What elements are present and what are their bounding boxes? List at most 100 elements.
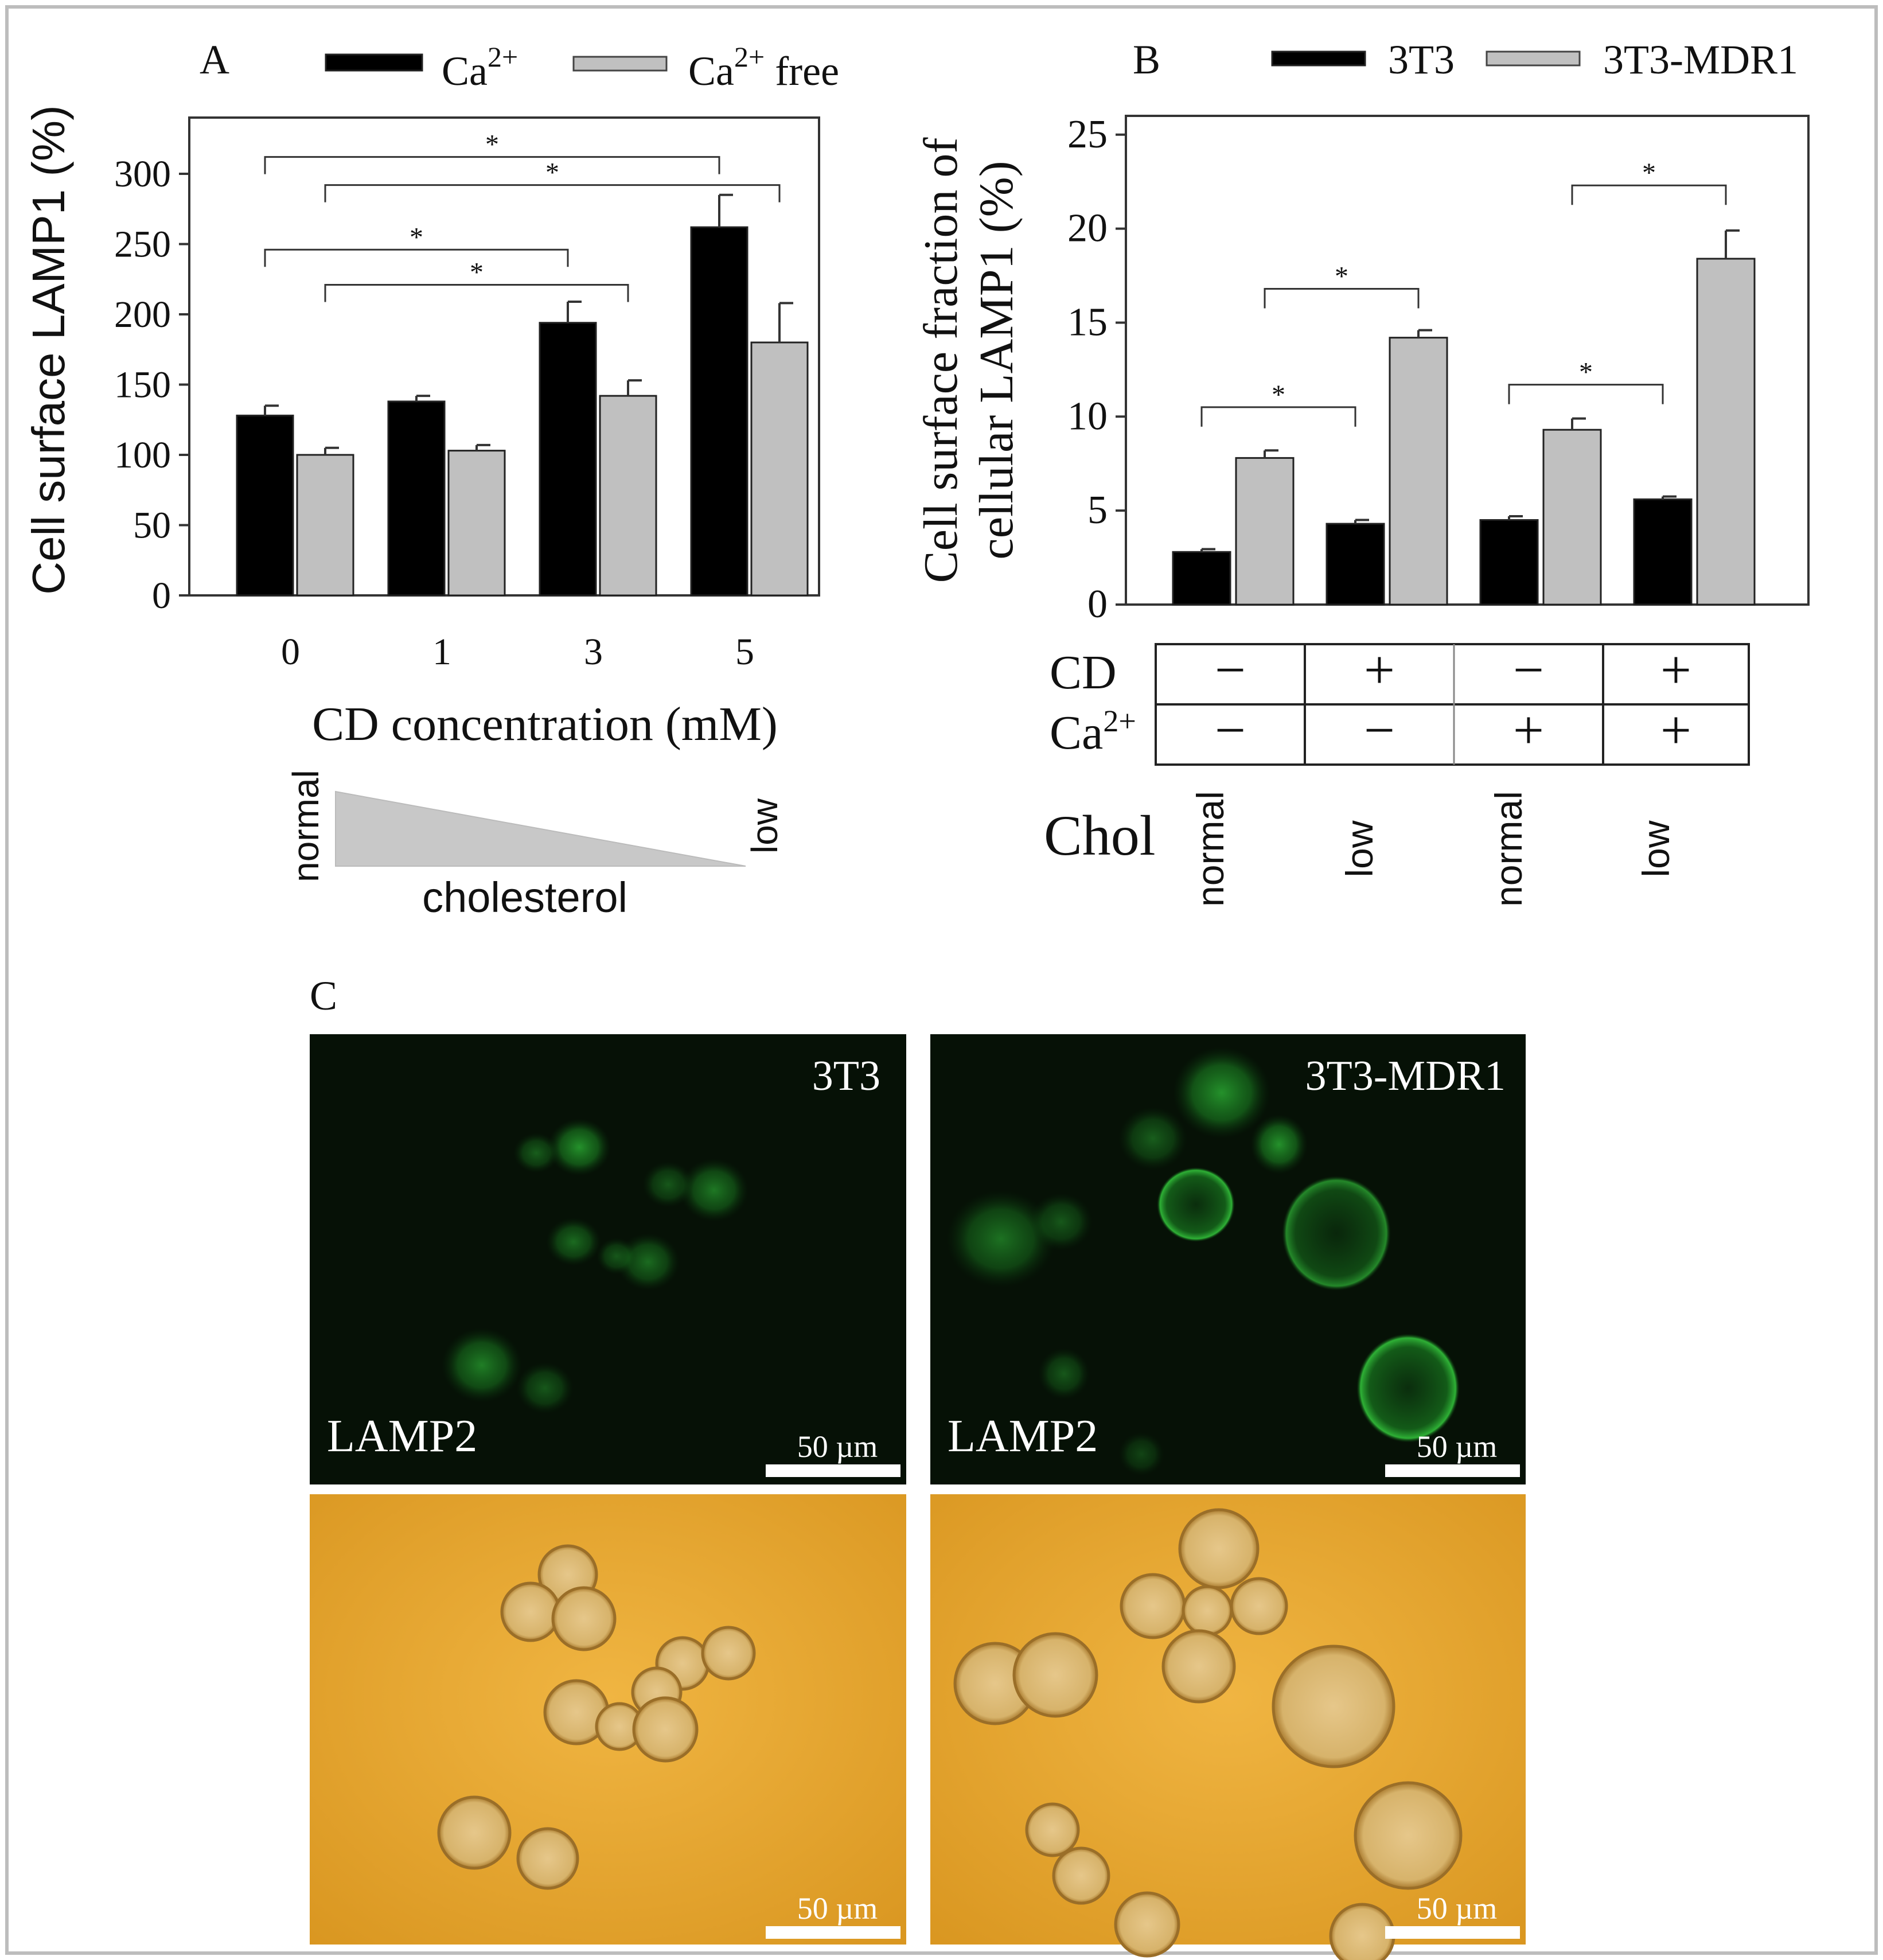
significance-bracket — [1571, 184, 1727, 205]
fluorescent-cell — [642, 1162, 694, 1207]
panel-b-conditions-table: CD Ca2+ − + − +− − + + — [1050, 639, 1750, 766]
panel-a-significance: * * * * — [264, 130, 781, 302]
panel-a-y-axis: 0 50 100 150 200 250 300 — [114, 153, 189, 617]
fluorescent-cell — [1356, 1334, 1460, 1443]
bar — [750, 341, 809, 597]
conditions-table-cell: − — [1513, 639, 1544, 700]
cholesterol-normal-label: normal — [285, 770, 326, 882]
brightfield-cell — [1025, 1802, 1080, 1857]
brightfield-cell — [632, 1696, 699, 1763]
fluorescence-title-3t3-mdr1: 3T3-MDR1 — [1305, 1053, 1506, 1100]
fluorescence-image-3t3: 3T3 LAMP2 50 µm — [310, 1034, 906, 1484]
panel-a-legend: Ca2+ Ca2+ free — [325, 41, 839, 94]
chol-label: Chol — [1044, 804, 1155, 867]
fluorescent-cell — [513, 1133, 559, 1173]
panel-a-letter: A — [200, 37, 229, 83]
fluorescent-cell — [442, 1328, 522, 1402]
significance-star: * — [1272, 380, 1285, 410]
stain-label: LAMP2 — [948, 1411, 1098, 1462]
bar — [447, 450, 506, 597]
significance-bracket — [324, 184, 781, 202]
bar — [296, 454, 354, 597]
chol-level-label: normal — [1487, 791, 1530, 907]
brightfield-cell — [1230, 1577, 1288, 1635]
significance-star: * — [545, 158, 559, 188]
brightfield-cell — [701, 1626, 756, 1681]
scale-bar — [1385, 1464, 1520, 1477]
panel-b-y-axis-label-line1: Cell surface fraction of — [914, 138, 968, 583]
brightfield-cell — [437, 1795, 512, 1870]
chol-level-label: normal — [1189, 791, 1231, 907]
significance-star: * — [410, 222, 423, 252]
significance-bracket — [324, 284, 629, 302]
brightfield-image-3t3-mdr1: 50 µm — [930, 1494, 1526, 1960]
bar — [387, 400, 446, 597]
brightfield-cell — [1354, 1781, 1463, 1890]
panel-c-letter: C — [310, 973, 337, 1019]
brightfield-cell — [551, 1586, 617, 1651]
panel-b-significance: * * * * — [1200, 158, 1727, 427]
panel-b-y-axis-label-line2: cellular LAMP1 (%) — [970, 161, 1023, 559]
scale-bar-label: 50 µm — [797, 1891, 878, 1926]
legend-label: 3T3 — [1388, 37, 1455, 83]
cholesterol-gradient-wedge — [335, 790, 746, 867]
conditions-table-cell: + — [1513, 699, 1544, 761]
panel-a-y-axis-label: Cell surface LAMP1 (%) — [23, 105, 74, 595]
conditions-table-cell: − — [1364, 699, 1395, 761]
panel-b-plot-frame — [1125, 115, 1810, 606]
x-tick-label: 3 — [584, 631, 603, 673]
panel-b-y-axis: 0 5 10 15 20 25 — [1067, 112, 1126, 626]
y-tick-label: 150 — [114, 364, 171, 406]
fluorescent-cell — [1250, 1115, 1308, 1174]
bar — [1633, 498, 1693, 606]
legend-label: Ca2+ free — [688, 41, 839, 94]
panel-b-chart: B 3T3 3T3-MDR1 0 5 10 15 20 25 * * * * Cell surfa… — [914, 37, 1810, 907]
fluorescence-title-3t3: 3T3 — [812, 1053, 880, 1100]
fluorescent-cell — [597, 1238, 637, 1275]
significance-star: * — [470, 258, 484, 288]
brightfield-cell — [1114, 1891, 1180, 1958]
significance-star: * — [485, 130, 499, 160]
bar — [1696, 258, 1756, 606]
bar — [599, 395, 657, 597]
significance-bracket — [1200, 406, 1356, 427]
y-tick-label: 0 — [1087, 582, 1108, 626]
y-tick-label: 20 — [1067, 206, 1108, 251]
legend-swatch — [325, 53, 423, 72]
y-tick-label: 200 — [114, 294, 171, 336]
chol-level-label: low — [1338, 820, 1381, 877]
fluorescent-cell — [1118, 1107, 1187, 1170]
brightfield-cell — [1052, 1846, 1110, 1905]
scale-bar-label: 50 µm — [1417, 1891, 1498, 1926]
panel-a-x-axis: 0 1 3 5 — [281, 631, 754, 673]
significance-star: * — [1642, 158, 1656, 188]
panel-b-bars — [1172, 229, 1756, 606]
fluorescent-cell — [1030, 1193, 1093, 1250]
significance-bracket — [264, 248, 569, 267]
chol-level-labels: normal low normal low — [1189, 791, 1677, 907]
fluorescent-cell — [1038, 1348, 1090, 1400]
bar — [690, 226, 748, 597]
brightfield-cell — [1120, 1573, 1186, 1639]
panel-a-x-axis-label: CD concentration (mM) — [312, 698, 778, 751]
bar — [1479, 519, 1539, 606]
y-tick-label: 5 — [1087, 488, 1108, 532]
cholesterol-low-label: low — [744, 798, 785, 854]
y-tick-label: 250 — [114, 224, 171, 266]
fluorescence-image-3t3-mdr1: 3T3-MDR1 LAMP2 50 µm — [930, 1034, 1526, 1484]
x-tick-label: 1 — [432, 631, 451, 673]
bar — [236, 414, 294, 597]
significance-bracket — [1264, 287, 1420, 309]
fluorescent-cell — [1157, 1167, 1235, 1242]
significance-star: * — [1579, 357, 1593, 388]
y-tick-label: 50 — [133, 505, 171, 547]
y-tick-label: 10 — [1067, 394, 1108, 438]
panel-c-micrographs: C 3T3 LAMP2 50 µm — [310, 973, 1526, 1960]
brightfield-cell — [1161, 1629, 1236, 1704]
bar — [1542, 428, 1602, 606]
scale-bar — [1385, 1926, 1520, 1939]
brightfield-cell — [1178, 1508, 1260, 1589]
x-tick-label: 5 — [735, 631, 754, 673]
brightfield-cell — [1182, 1585, 1233, 1636]
